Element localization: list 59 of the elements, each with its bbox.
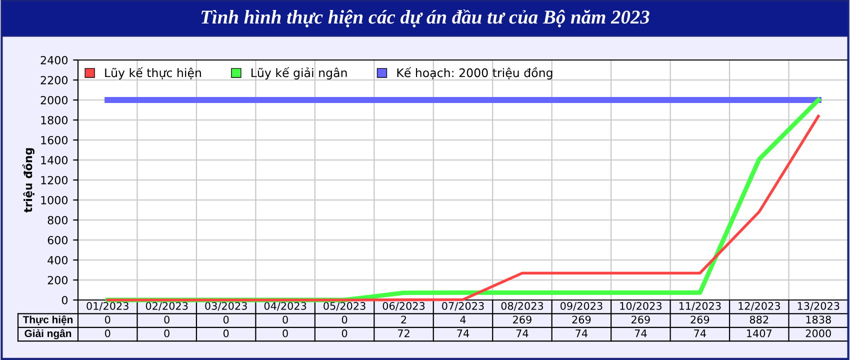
data-label: 269 xyxy=(690,316,710,324)
data-label: 0 xyxy=(164,316,170,324)
data-label: 269 xyxy=(632,316,650,324)
legend-label: Kế hoạch: 2000 triệu đồng xyxy=(397,67,552,80)
data-label: 74 xyxy=(694,330,706,338)
x-tick-label: 07/2023 xyxy=(442,302,484,311)
data-label: 72 xyxy=(398,329,410,338)
y-tick-label: 1600 xyxy=(41,136,68,144)
y-tick-label: 600 xyxy=(48,236,68,244)
data-label: 0 xyxy=(342,329,348,338)
y-tick-label: 2000 xyxy=(40,96,68,104)
x-tick-label: 08/2023 xyxy=(501,302,544,311)
data-label: 0 xyxy=(164,329,170,338)
x-tick-label: 06/2023 xyxy=(382,302,425,311)
data-label: 0 xyxy=(223,329,229,338)
text: Giải ngân xyxy=(24,329,72,340)
data-label: 0 xyxy=(342,316,348,324)
data-label: 269 xyxy=(572,316,591,324)
data-label: 0 xyxy=(282,316,288,324)
data-label: 74 xyxy=(576,330,588,338)
y-tick-label: 200 xyxy=(48,276,68,284)
data-label: 2000 xyxy=(806,329,831,338)
data-label: 2 xyxy=(401,316,406,324)
x-tick-label: 03/2023 xyxy=(205,302,247,311)
data-label: 4 xyxy=(460,316,466,324)
legend-label: Lũy kế thực hiện xyxy=(105,67,201,80)
chart-title: Tình hình thực hiện các dự án đầu tư của Bộ năm 2023 xyxy=(201,9,650,28)
y-tick-label: 2400 xyxy=(40,56,68,64)
data-label: 74 xyxy=(457,330,470,338)
y-tick-label: 400 xyxy=(48,256,68,264)
y-tick-label: 1200 xyxy=(41,176,68,184)
x-tick-label: 05/2023 xyxy=(324,302,366,311)
x-tick-label: 09/2023 xyxy=(560,302,602,311)
data-label: 269 xyxy=(513,316,532,324)
data-label: 882 xyxy=(750,316,768,324)
x-tick-label: 02/2023 xyxy=(146,302,188,311)
y-tick-label: 1400 xyxy=(41,156,68,164)
y-tick-label: 2200 xyxy=(40,76,68,84)
y-tick-label: 800 xyxy=(48,216,68,224)
x-tick-label: 13/2023 xyxy=(798,302,840,311)
y-tick-label: 1800 xyxy=(41,116,68,124)
y-tick-label: 1000 xyxy=(41,196,68,204)
data-label: 1838 xyxy=(806,316,831,324)
data-label: 0 xyxy=(282,329,288,338)
text: Thực hiện xyxy=(22,315,73,326)
y-tick-label: 0 xyxy=(62,296,68,304)
legend-label: Lũy kế giải ngân xyxy=(252,67,347,80)
x-tick-label: 01/2023 xyxy=(86,302,128,311)
data-label: 74 xyxy=(634,330,647,338)
y-axis-title: triệu đồng xyxy=(22,148,34,213)
data-label: 0 xyxy=(104,329,110,338)
data-label: 74 xyxy=(516,330,528,338)
data-label: 0 xyxy=(223,316,229,324)
x-tick-label: 11/2023 xyxy=(679,302,721,311)
data-label: 1407 xyxy=(747,329,772,338)
x-tick-label: 04/2023 xyxy=(264,302,306,311)
x-tick-label: 10/2023 xyxy=(620,302,662,311)
x-tick-label: 12/2023 xyxy=(738,302,780,311)
data-label: 0 xyxy=(104,316,110,324)
